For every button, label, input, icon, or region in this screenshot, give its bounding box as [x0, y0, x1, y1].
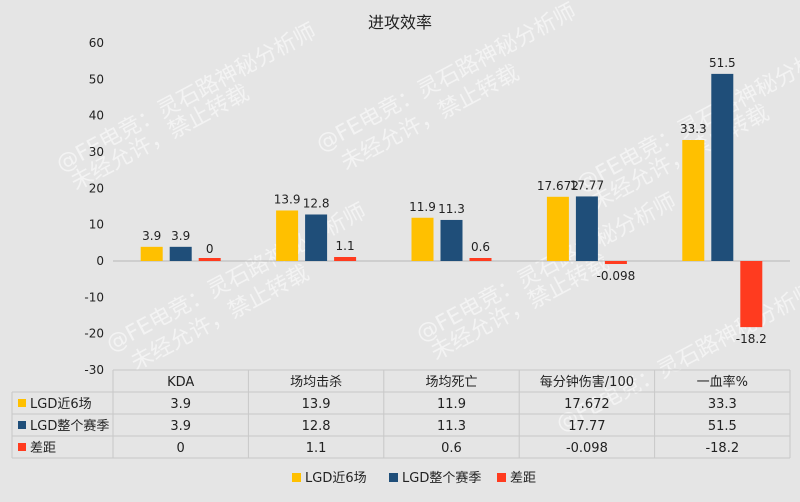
bar-1-3 [411, 217, 434, 261]
table-cell: 1.1 [306, 441, 327, 456]
data-label: -0.098 [597, 269, 636, 283]
table-cell: 13.9 [302, 397, 331, 412]
bar-3-2 [334, 257, 357, 261]
data-label: 0 [206, 242, 214, 256]
data-label: 17.672 [537, 179, 579, 193]
y-axis: -30 -20 -10 0 10 20 30 40 50 60 [84, 36, 790, 377]
data-label: 0.6 [471, 240, 490, 254]
data-label: 1.1 [336, 239, 355, 253]
bar-1-4 [546, 196, 569, 261]
y-tick-label: 40 [89, 109, 104, 123]
y-tick-label: -30 [84, 363, 104, 377]
table-cell: 51.5 [708, 419, 737, 434]
legend-swatch [389, 473, 398, 482]
y-tick-label: -10 [84, 290, 104, 304]
legend-label: 差距 [510, 471, 536, 486]
table-cell: 11.3 [437, 419, 466, 434]
bars [140, 73, 763, 328]
y-tick-label: 30 [89, 145, 104, 159]
legend-label: LGD近6场 [305, 471, 367, 486]
table-row-label: 差距 [30, 441, 56, 456]
table-cell: 3.9 [170, 419, 191, 434]
bar-2-5 [711, 73, 734, 261]
bar-1-5 [682, 140, 705, 261]
table-cell: -18.2 [705, 441, 739, 456]
bar-2-1 [169, 246, 192, 261]
table-cell: 33.3 [708, 397, 737, 412]
table-cell: 11.9 [437, 397, 466, 412]
table-cell: 0.6 [441, 441, 462, 456]
y-tick-label: 20 [89, 181, 104, 195]
table-cell: 0 [177, 441, 185, 456]
data-label: -18.2 [736, 332, 767, 346]
y-tick-label: 50 [89, 72, 104, 86]
table-row-label: LGD近6场 [30, 397, 92, 412]
legend: LGD近6场 LGD整个赛季 差距 [292, 470, 536, 486]
table-cell: 17.77 [568, 419, 605, 434]
chart-title: 进攻效率 [368, 13, 432, 32]
bar-2-4 [575, 196, 598, 261]
data-label: 3.9 [142, 229, 161, 243]
table-legend-key [18, 421, 26, 429]
bar-3-3 [469, 258, 492, 261]
data-label: 51.5 [709, 56, 736, 70]
bar-1-1 [140, 246, 163, 261]
table-cell: 12.8 [302, 419, 331, 434]
data-label: 33.3 [680, 122, 707, 136]
legend-swatch [497, 473, 506, 482]
y-tick-label: 10 [89, 218, 104, 232]
data-label: 11.3 [438, 202, 465, 216]
table-header-cell: 每分钟伤害/100 [540, 374, 634, 390]
bar-2-2 [305, 214, 328, 261]
data-label: 13.9 [274, 192, 301, 206]
data-label: 17.77 [570, 178, 604, 192]
data-label: 3.9 [171, 229, 190, 243]
bar-3-5 [740, 261, 763, 328]
table-cell: -0.098 [566, 441, 608, 456]
bar-2-3 [440, 219, 463, 261]
bar-3-4 [604, 261, 627, 264]
data-table: KDA 场均击杀 场均死亡 每分钟伤害/100 一血率% LGD近6场 3.9 13.9 11.… [11, 369, 791, 459]
bar-1-2 [276, 210, 299, 261]
data-label: 11.9 [409, 200, 436, 214]
table-row-label: LGD整个赛季 [30, 418, 109, 434]
legend-swatch [292, 473, 301, 482]
y-tick-label: -20 [84, 327, 104, 341]
table-header-cell: 场均击杀 [290, 375, 342, 390]
y-tick-label: 60 [89, 36, 104, 50]
y-tick-label: 0 [96, 254, 104, 268]
legend-label: LGD整个赛季 [402, 470, 481, 486]
data-labels: 3.9 3.9 0 13.9 12.8 1.1 11.9 11.3 0.6 17.67217.77… [142, 56, 767, 346]
table-cell: 3.9 [170, 397, 191, 412]
table-header-cell: 场均死亡 [425, 375, 477, 390]
data-label: 12.8 [303, 196, 330, 210]
table-legend-key [18, 443, 26, 451]
table-header-cell: KDA [167, 375, 194, 390]
bar-3-1 [198, 258, 221, 261]
table-legend-key [18, 399, 26, 407]
table-cell: 17.672 [564, 397, 610, 412]
table-header-cell: 一血率% [697, 374, 748, 390]
